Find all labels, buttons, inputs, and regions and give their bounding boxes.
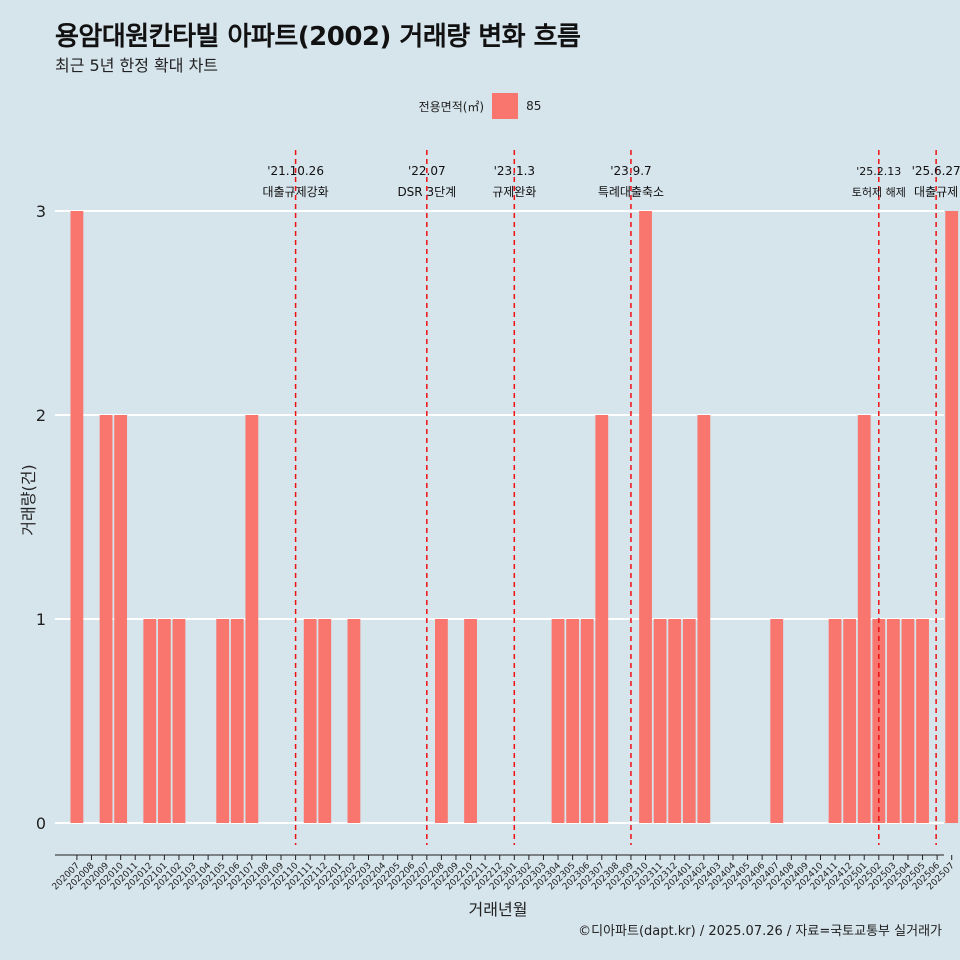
source-caption: ©디아파트(dapt.kr) / 2025.07.26 / 자료=국토교통부 실… (578, 924, 942, 939)
chart-title: 용암대원칸타빌 아파트(2002) 거래량 변화 흐름 (55, 22, 581, 52)
bar (843, 619, 857, 823)
bar (682, 619, 696, 823)
bar (595, 415, 609, 823)
bar (551, 619, 565, 823)
bar (143, 619, 157, 823)
y-tick-label: 1 (36, 610, 46, 629)
event-date-label: '25.2.13 (856, 165, 901, 178)
bar (347, 619, 361, 823)
event-name-label: 대출규제 (914, 185, 958, 199)
bar (697, 415, 711, 823)
bar (916, 619, 929, 823)
event-date-label: '22.07 (408, 164, 446, 178)
bar (566, 619, 580, 823)
bar (245, 415, 259, 823)
event-date-label: '21.10.26 (267, 164, 324, 178)
y-tick-label: 0 (36, 814, 46, 833)
bar (828, 619, 842, 823)
event-date-label: '25.6.27 (912, 164, 960, 178)
y-tick-label: 2 (36, 406, 46, 425)
event-date-label: '23.1.3 (494, 164, 535, 178)
bar (886, 619, 900, 823)
event-name-label: 토허제 해제 (852, 185, 906, 199)
bar (318, 619, 332, 823)
event-name-label: 규제완화 (492, 185, 536, 199)
bar (99, 415, 113, 823)
bar (464, 619, 477, 823)
bar (901, 619, 915, 823)
legend-title: 전용면적(㎡) (418, 99, 485, 114)
event-name-label: 특례대출축소 (598, 185, 664, 199)
bar (945, 211, 959, 823)
legend: 전용면적(㎡) 85 (0, 93, 960, 119)
x-axis-title: 거래년월 (469, 900, 528, 919)
bar (770, 619, 784, 823)
bar (303, 619, 317, 823)
event-name-label: DSR 3단계 (397, 185, 456, 199)
bar (70, 211, 84, 823)
y-tick-label: 3 (36, 202, 46, 221)
bar (172, 619, 186, 823)
bar (157, 619, 171, 823)
legend-item-label: 85 (526, 99, 542, 113)
bar (668, 619, 682, 823)
legend-swatch (492, 93, 519, 119)
event-name-label: 대출규제강화 (262, 185, 328, 199)
bar (230, 619, 244, 823)
bar (580, 619, 594, 823)
bar (639, 211, 652, 823)
bar (653, 619, 667, 823)
bar (216, 619, 230, 823)
bar (435, 619, 448, 823)
bar (114, 415, 128, 823)
chart-subtitle: 최근 5년 한정 확대 차트 (55, 56, 219, 75)
event-date-label: '23.9.7 (610, 164, 651, 178)
y-axis-title: 거래량(건) (19, 464, 38, 535)
bar (857, 415, 871, 823)
